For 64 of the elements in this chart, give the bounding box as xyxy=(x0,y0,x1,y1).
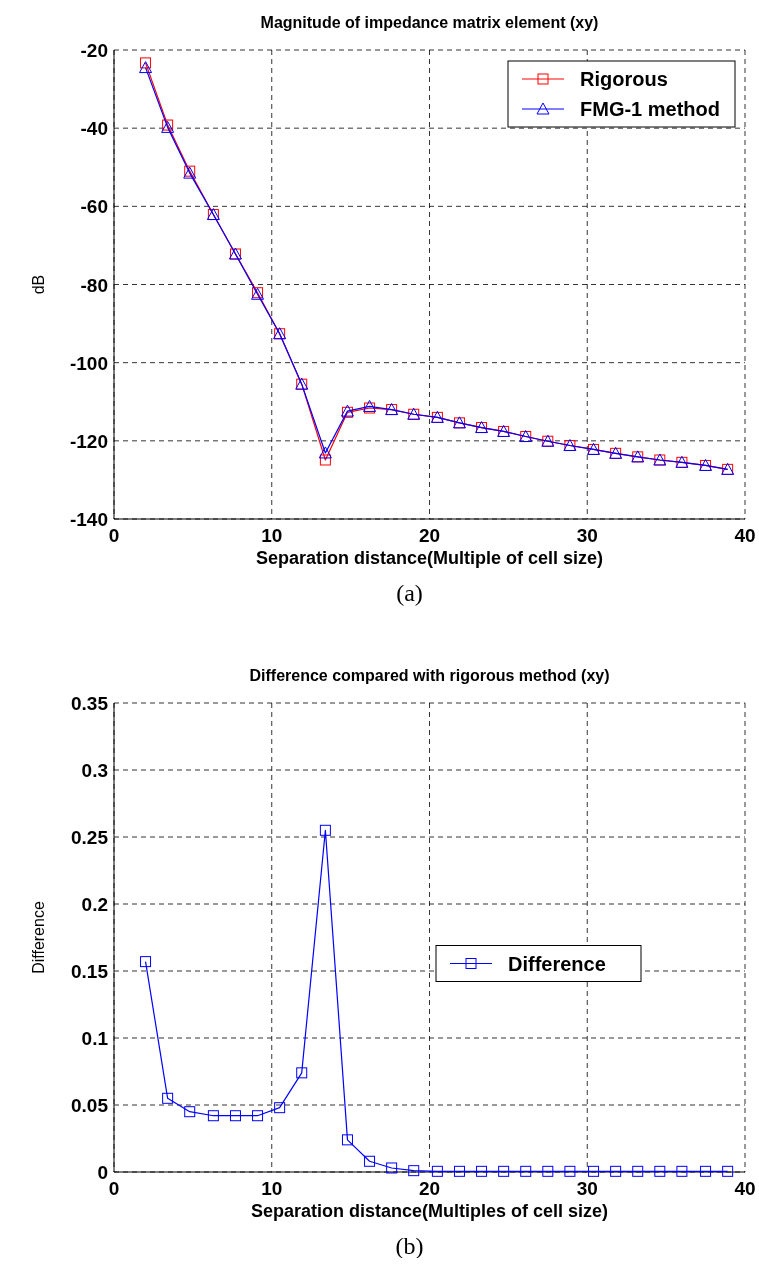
x-tick-label: 40 xyxy=(734,525,756,546)
point xyxy=(431,1165,443,1177)
y-tick-label: -20 xyxy=(80,40,108,61)
text: (a) xyxy=(396,580,423,606)
y-tick-label: -60 xyxy=(80,196,108,218)
point xyxy=(498,1165,510,1177)
y-tick-label: -100 xyxy=(69,352,108,374)
point xyxy=(542,1165,554,1177)
y-axis-title: dB xyxy=(30,274,47,295)
y-tick-label: 0.15 xyxy=(71,961,109,982)
point xyxy=(184,1106,196,1118)
point xyxy=(207,1110,219,1122)
y-tick-label: 0.35 xyxy=(71,693,109,714)
point xyxy=(564,1165,576,1177)
x-tick-label: 40 xyxy=(734,1178,756,1199)
point xyxy=(274,1102,286,1114)
y-tick-label: -120 xyxy=(69,430,108,452)
legend-label: FMG-1 method xyxy=(580,98,720,120)
point xyxy=(654,1165,666,1177)
x-tick-label: 30 xyxy=(576,525,598,546)
point xyxy=(364,1155,376,1167)
y-axis-title: Difference xyxy=(30,901,47,974)
point xyxy=(476,1165,488,1177)
point xyxy=(140,956,152,968)
point xyxy=(140,57,152,69)
point xyxy=(162,1092,174,1104)
x-tick-label: 10 xyxy=(261,1178,283,1199)
chart-title: Magnitude of impedance matrix element (xy) xyxy=(260,14,599,31)
x-tick-label: 20 xyxy=(418,1178,441,1199)
point xyxy=(319,454,331,466)
point xyxy=(319,824,331,836)
point xyxy=(700,1165,712,1177)
point xyxy=(453,1165,465,1177)
point xyxy=(676,1165,688,1177)
y-tick-label: -40 xyxy=(80,118,108,140)
y-tick-label: 0.25 xyxy=(71,827,109,848)
point xyxy=(229,1110,241,1122)
point xyxy=(341,1134,353,1146)
point xyxy=(252,1110,264,1122)
y-tick-label: 0.05 xyxy=(71,1095,109,1116)
y-tick-label: 0.3 xyxy=(81,760,108,781)
point xyxy=(139,61,153,74)
legend-label: Rigorous xyxy=(580,68,668,90)
point xyxy=(386,1162,398,1174)
x-tick-label: 10 xyxy=(261,525,283,546)
x-axis-title: Separation distance(Multiple of cell size) xyxy=(255,548,604,568)
point xyxy=(318,446,332,459)
x-tick-label: 20 xyxy=(418,525,441,546)
y-tick-label: 0 xyxy=(97,1162,108,1183)
point xyxy=(610,1165,622,1177)
point xyxy=(632,1165,644,1177)
chart-title: Difference compared with rigorous method (xy) xyxy=(249,667,610,684)
point xyxy=(520,1165,532,1177)
y-tick-label: 0.2 xyxy=(81,894,108,915)
point xyxy=(296,1067,308,1079)
x-axis-title: Separation distance(Multiples of cell size) xyxy=(250,1201,609,1221)
y-tick-label: 0.1 xyxy=(81,1028,109,1049)
x-tick-label: 30 xyxy=(576,1178,598,1199)
point xyxy=(408,1165,420,1177)
point xyxy=(722,1165,734,1177)
y-tick-label: -80 xyxy=(80,274,108,296)
y-tick-label: -140 xyxy=(69,509,108,530)
point xyxy=(588,1165,600,1177)
legend-label: Difference xyxy=(508,952,606,975)
